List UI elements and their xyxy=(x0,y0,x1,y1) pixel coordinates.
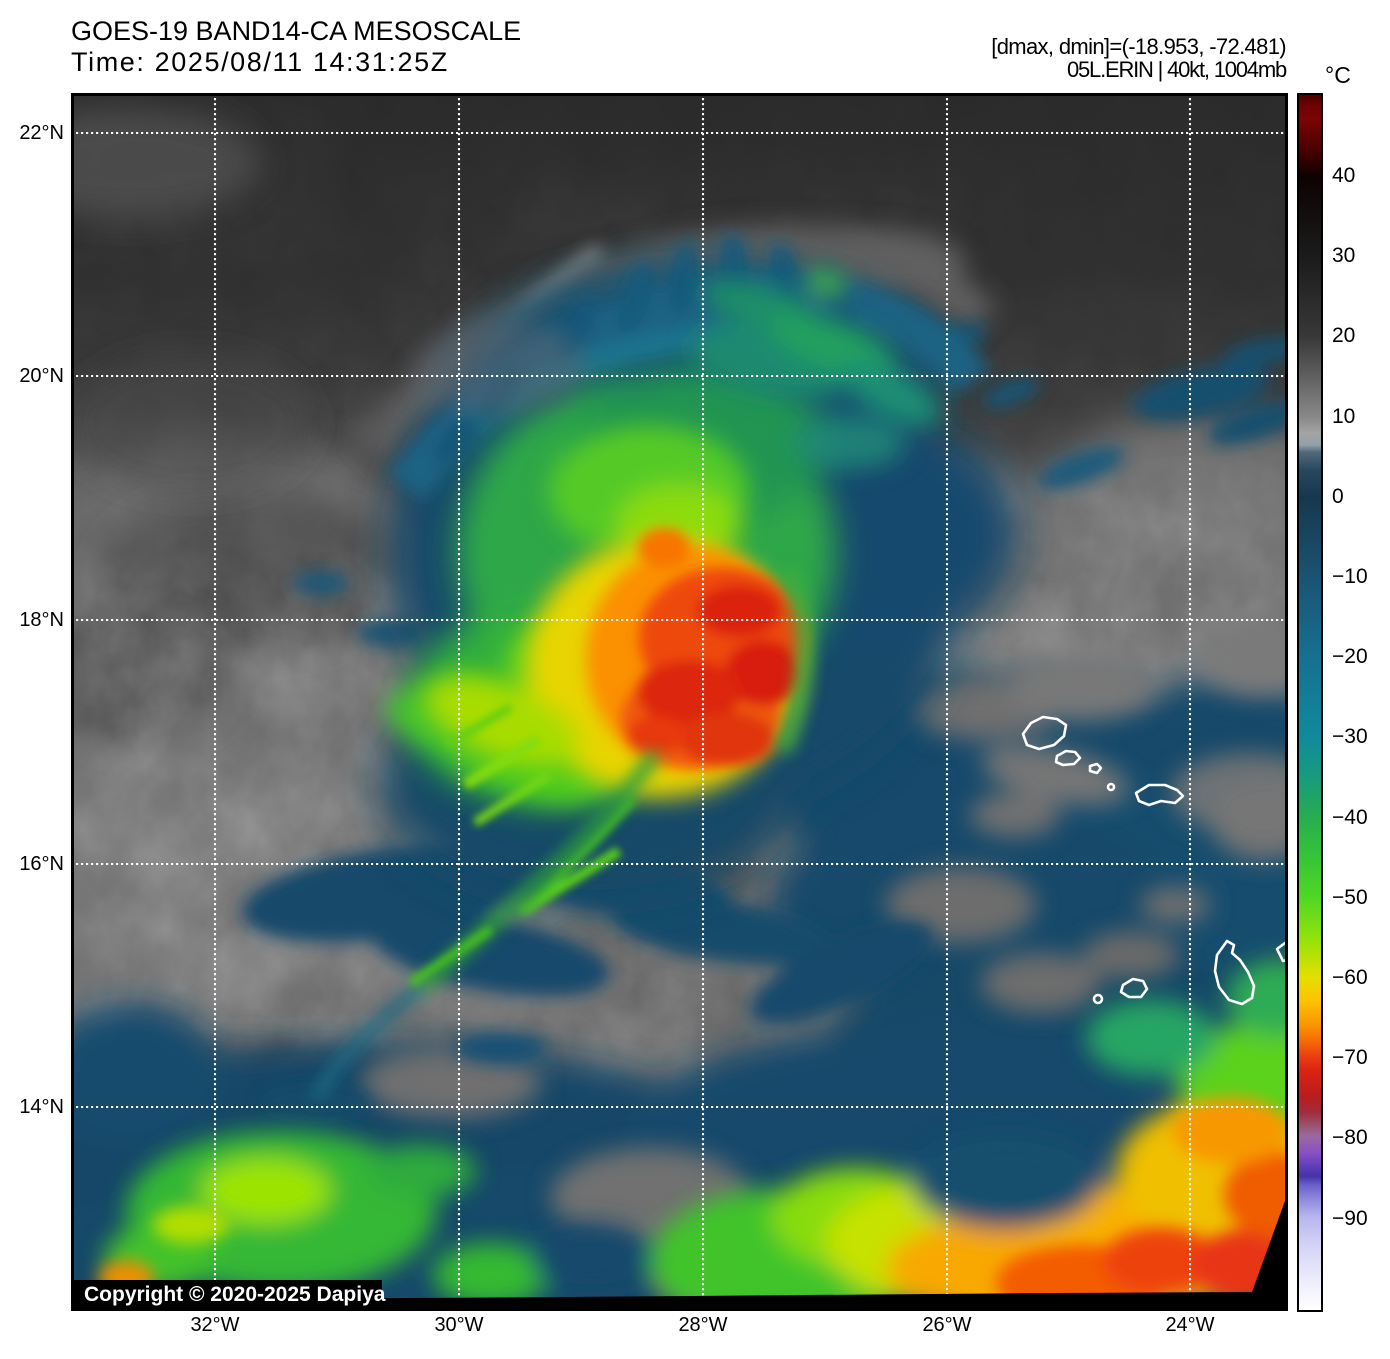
svg-text:Copyright © 2020-2025 Dapiya: Copyright © 2020-2025 Dapiya xyxy=(84,1283,386,1306)
